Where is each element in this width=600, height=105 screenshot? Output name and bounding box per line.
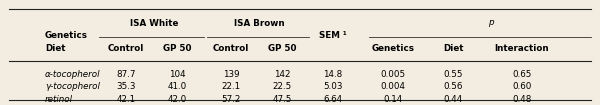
Text: 41.0: 41.0: [167, 82, 187, 91]
Text: 0.55: 0.55: [443, 70, 463, 79]
Text: 0.004: 0.004: [380, 82, 406, 91]
Text: 14.8: 14.8: [323, 70, 343, 79]
Text: 47.5: 47.5: [272, 95, 292, 104]
Text: GP 50: GP 50: [163, 44, 191, 53]
Text: 22.5: 22.5: [272, 82, 292, 91]
Text: α-tocopherol: α-tocopherol: [45, 70, 101, 79]
Text: 0.65: 0.65: [512, 70, 532, 79]
Text: Diet: Diet: [443, 44, 463, 53]
Text: ISA Brown: ISA Brown: [234, 19, 285, 28]
Text: 57.2: 57.2: [221, 95, 241, 104]
Text: 6.64: 6.64: [323, 95, 343, 104]
Text: Diet: Diet: [45, 44, 65, 53]
Text: 42.0: 42.0: [167, 95, 187, 104]
Text: 35.3: 35.3: [116, 82, 136, 91]
Text: $p$: $p$: [488, 18, 496, 29]
Text: retinol: retinol: [45, 95, 73, 104]
Text: ISA White: ISA White: [130, 19, 179, 28]
Text: γ-tocopherol: γ-tocopherol: [45, 82, 100, 91]
Text: 0.005: 0.005: [380, 70, 406, 79]
Text: Interaction: Interaction: [494, 44, 550, 53]
Text: 22.1: 22.1: [221, 82, 241, 91]
Text: 142: 142: [274, 70, 290, 79]
Text: 0.56: 0.56: [443, 82, 463, 91]
Text: Control: Control: [213, 44, 249, 53]
Text: Control: Control: [108, 44, 144, 53]
Text: 104: 104: [169, 70, 185, 79]
Text: 87.7: 87.7: [116, 70, 136, 79]
Text: 0.48: 0.48: [512, 95, 532, 104]
Text: 0.60: 0.60: [512, 82, 532, 91]
Text: 5.03: 5.03: [323, 82, 343, 91]
Text: GP 50: GP 50: [268, 44, 296, 53]
Text: Genetics: Genetics: [371, 44, 415, 53]
Text: SEM ¹: SEM ¹: [319, 31, 347, 40]
Text: 42.1: 42.1: [116, 95, 136, 104]
Text: 0.14: 0.14: [383, 95, 403, 104]
Text: 139: 139: [223, 70, 239, 79]
Text: Genetics: Genetics: [45, 31, 88, 40]
Text: 0.44: 0.44: [443, 95, 463, 104]
